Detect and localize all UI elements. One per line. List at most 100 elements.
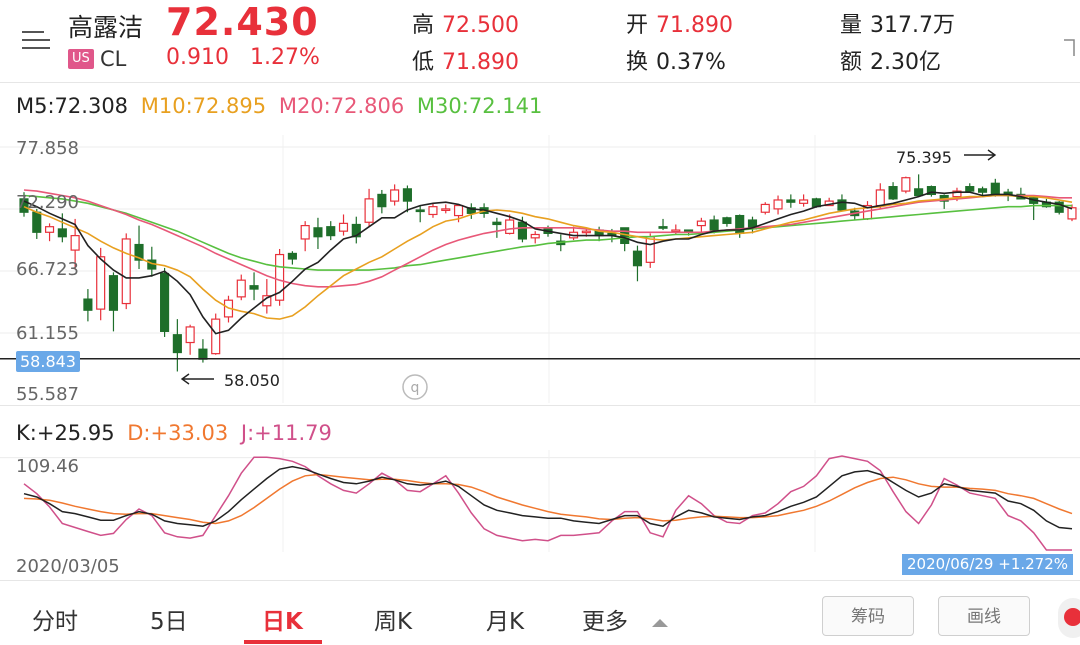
price-tick-5: 55.587 [16,384,79,405]
ma20-line [23,189,1072,288]
low-arrow-icon [180,373,214,385]
candle-body [901,177,911,192]
price-tick-4: 61.155 [16,323,79,344]
candle-body [57,228,67,238]
candle-body [709,219,719,231]
candle-body [364,198,374,223]
menu-icon[interactable] [22,28,52,52]
kdj-legend: K:+25.95 D:+33.03 J:+11.79 [16,421,338,445]
low-value: 71.890 [442,50,519,75]
candle-body [517,221,528,240]
ma20-label: M20:72.806 [278,94,405,118]
candle-body [632,250,643,267]
tab-intraday[interactable]: 分时 [32,609,78,635]
chips-button[interactable]: 筹码 [822,596,914,636]
candle-body [965,186,975,192]
ma5-line [23,191,1073,335]
ma-legend: M5:72.308 M10:72.895 M20:72.806 M30:72.1… [16,94,548,118]
candle-body [172,334,182,354]
tab-weekly-k[interactable]: 周K [374,609,413,635]
candle-body [287,252,297,260]
candle-body [326,226,336,237]
candle-body [888,186,898,200]
candle-body [32,211,42,233]
candle-body [236,279,246,298]
change-value: 0.910 [166,45,229,70]
candle-body [914,188,924,197]
candle-body [351,223,361,238]
candle-body [466,207,476,214]
candle-body [96,256,106,310]
candle-body [952,190,962,198]
candle-body [1067,207,1077,220]
kdj-j-label: J:+11.79 [240,421,332,445]
high-stat: 高 72.500 [412,7,519,39]
turnover-value: 0.37% [656,50,726,75]
candle-body [441,208,451,211]
tab-5day[interactable]: 5日 [150,609,188,635]
candle-body [160,272,170,332]
high-label: 高 [412,13,435,38]
kdj-chart[interactable] [0,450,1080,552]
turnover-stat: 换 0.37% [626,44,726,76]
end-date-badge: 2020/06/29 +1.272% [902,554,1074,575]
candle-body [313,227,323,238]
caret-up-icon [652,619,669,627]
candle-body [773,199,783,210]
amount-stat: 额 2.30亿 [840,44,941,76]
candle-body [300,224,310,240]
tab-more-label: 更多 [582,609,628,635]
end-date: 2020/06/29 [907,555,994,573]
candle-body [786,199,796,203]
volume-stat: 量 317.7万 [840,7,955,39]
ticker-symbol: CL [100,47,127,71]
floating-action-button[interactable] [1058,598,1080,638]
candle-body [121,238,131,305]
candle-body [275,253,285,301]
volume-value: 317.7万 [870,13,955,38]
price-change: 0.910 1.27% [166,45,320,70]
open-value: 71.890 [656,13,733,38]
candlestick-chart[interactable] [0,135,1080,403]
candle-body [696,220,706,227]
price-tick-1: 77.858 [16,138,79,159]
header-divider [0,82,1080,83]
candle-body [645,236,655,263]
candle-body [453,204,464,217]
ma30-label: M30:72.141 [416,94,543,118]
candle-body [19,198,29,213]
candle-body [390,189,400,202]
candle-body [990,182,1000,196]
candle-body [505,219,515,234]
candle-body [1054,201,1064,213]
amount-label: 额 [840,50,863,75]
candle-body [415,209,425,213]
candle-body [338,222,349,232]
tab-daily-k[interactable]: 日K [262,609,303,635]
kdj-k-label: K:+25.95 [16,421,115,445]
kdj-j-line [23,455,1072,551]
candle-body [799,199,809,204]
tab-more[interactable]: 更多 [582,602,669,636]
candle-body [198,348,208,360]
end-change: +1.272% [998,555,1069,573]
candle-body [837,199,847,211]
price-tick-2: 72.290 [16,192,79,213]
tab-monthly-k[interactable]: 月K [486,609,525,635]
expand-icon[interactable] [1062,38,1076,58]
period-tabs: 分时 5日 日K 周K 月K 更多 筹码 画线 [0,590,1080,645]
stock-name: 高露洁 [68,13,144,42]
high-arrow-icon [964,149,997,161]
candle-body [70,235,80,251]
candle-body [671,229,681,233]
candle-body [134,243,144,261]
candle-body [492,221,502,226]
candle-body [402,188,412,202]
candle-body [211,318,221,355]
candle-body [926,186,936,196]
candle-body [760,203,770,213]
kdj-top-tick: 109.46 [16,456,79,477]
kdj-d-label: D:+33.03 [127,421,229,445]
open-stat: 开 71.890 [626,7,733,39]
draw-line-button[interactable]: 画线 [938,596,1030,636]
